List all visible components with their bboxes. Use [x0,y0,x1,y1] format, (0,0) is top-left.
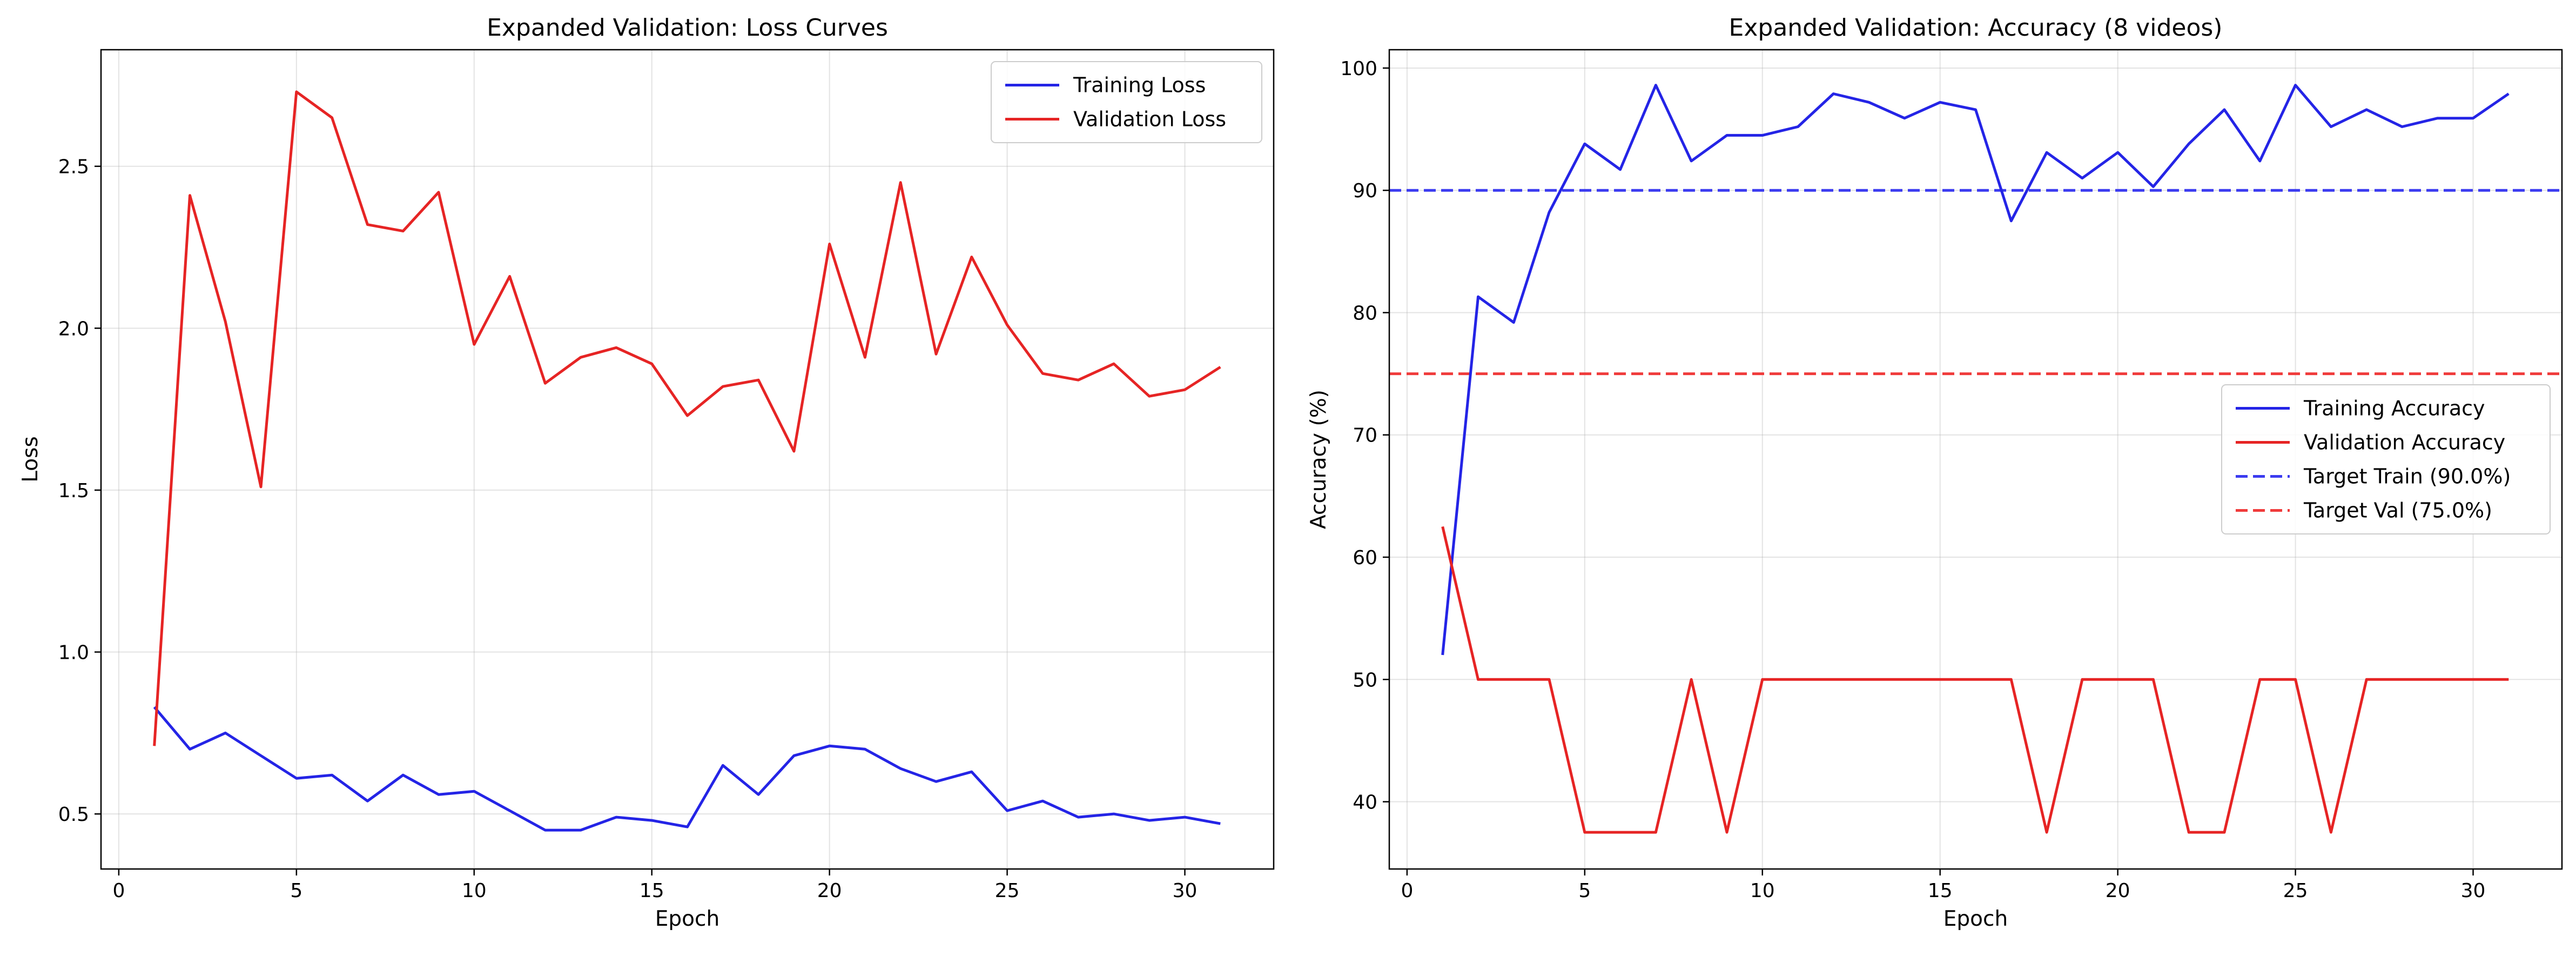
legend-label-validation-loss: Validation Loss [1073,108,1226,131]
x-tick-label: 5 [1578,880,1591,902]
x-tick-label: 20 [817,880,842,902]
y-tick-label: 60 [1353,547,1377,569]
x-axis-label: Epoch [655,907,719,931]
legend-box [991,61,1262,143]
legend-label-target-train-90-0: Target Train (90.0%) [2303,465,2511,489]
chart-title: Expanded Validation: Accuracy (8 videos) [1729,14,2223,42]
legend-box [2221,384,2551,534]
plot-area [153,90,1221,832]
series-line-validation-accuracy [1441,526,2509,834]
legend-label-training-loss: Training Loss [1073,73,1206,97]
axes-frame [100,49,1275,870]
series-line-training-accuracy [1441,84,2510,656]
legend: Training Accuracy Validation Accuracy Targ… [2221,384,2551,534]
x-tick-label: 10 [1750,880,1775,902]
x-tick-label: 25 [995,880,1020,902]
plot-area [1389,84,2562,834]
y-tick-label: 1.0 [58,642,89,664]
chart-title: Expanded Validation: Loss Curves [487,14,888,42]
y-tick-label: 2.5 [58,156,89,178]
x-tick-label: 0 [1401,880,1413,902]
x-tick-label: 5 [290,880,302,902]
y-tick-label: 2.0 [58,318,89,340]
y-tick-label: 0.5 [58,804,89,826]
y-tick-label: 40 [1353,792,1377,814]
x-tick-label: 10 [462,880,487,902]
x-tick-label: 25 [2283,880,2308,902]
legend-label-training-accuracy: Training Accuracy [2303,397,2485,420]
y-tick-label: 100 [1340,58,1377,80]
x-tick-label: 30 [1173,880,1198,902]
y-axis-label: Accuracy (%) [1307,390,1331,529]
axes-frame [1388,49,2563,870]
x-tick-label: 15 [1928,880,1953,902]
y-tick-label: 1.5 [58,480,89,502]
x-tick-label: 0 [112,880,125,902]
x-tick-label: 30 [2461,880,2486,902]
accuracy-chart-panel: 0 5 10 15 20 25 30 40 50 60 70 80 90 100 Expanded Vali… [1307,14,2563,931]
x-tick-label: 20 [2106,880,2130,902]
loss-chart-panel: 0 5 10 15 20 25 30 0.5 1.0 1.5 2.0 2.5 Expanded Vali… [18,14,1275,931]
y-tick-label: 90 [1353,180,1377,202]
legend: Training Loss Validation Loss [991,61,1262,143]
series-line-training-loss [153,706,1221,832]
series-line-validation-loss [153,90,1221,746]
x-axis-label: Epoch [1943,907,2008,931]
x-tick-label: 15 [640,880,664,902]
legend-label-validation-accuracy: Validation Accuracy [2304,431,2505,454]
legend-label-target-val-75-0: Target Val (75.0%) [2303,499,2492,523]
y-axis-label: Loss [18,436,43,483]
y-tick-label: 50 [1353,669,1377,691]
y-tick-label: 70 [1353,425,1377,447]
y-tick-label: 80 [1353,302,1377,324]
